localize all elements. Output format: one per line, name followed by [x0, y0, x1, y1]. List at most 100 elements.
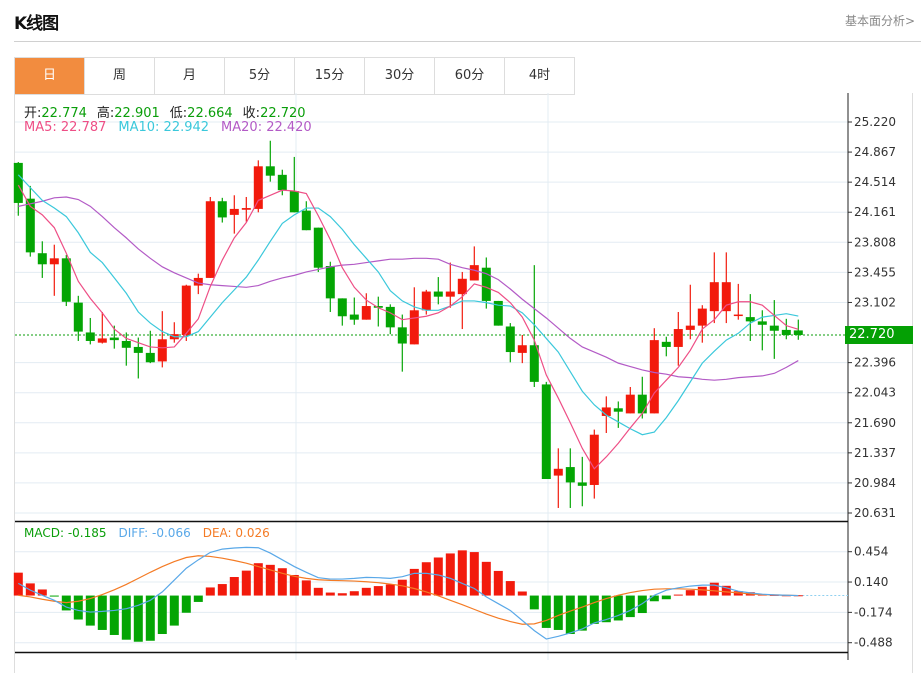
macd-legend: MACD: -0.185: [24, 526, 107, 540]
candle-up: [721, 282, 731, 312]
macd-bar: [673, 594, 683, 596]
candle-up: [241, 208, 251, 210]
tab-day[interactable]: 日: [15, 58, 85, 94]
macd-bar: [157, 595, 167, 635]
candle-down: [397, 327, 407, 344]
macd-bar: [301, 580, 311, 596]
macd-bar: [277, 568, 287, 596]
close-label: 收:: [242, 106, 261, 121]
ma5-legend: MA5: 22.787: [24, 120, 107, 135]
price-tick-label: 21.690: [854, 416, 896, 430]
macd-bar: [217, 584, 227, 596]
candle-down: [577, 482, 587, 486]
tab-4hour[interactable]: 4时: [505, 58, 575, 94]
macd-bar: [13, 572, 23, 596]
macd-bar: [205, 587, 215, 596]
candle-up: [673, 329, 683, 347]
candle-up: [49, 258, 59, 265]
macd-bar: [289, 574, 299, 596]
macd-bar: [565, 595, 575, 635]
macd-bar: [109, 595, 119, 635]
macd-bar: [589, 595, 599, 624]
candle-up: [601, 407, 611, 416]
macd-bar: [121, 595, 131, 640]
low-label: 低:: [169, 106, 188, 121]
candle-down: [25, 198, 35, 253]
macd-info: MACD: -0.185 DIFF: -0.066 DEA: 0.026: [24, 526, 274, 540]
candle-down: [493, 300, 503, 326]
candle-up: [649, 340, 659, 414]
macd-bar: [601, 595, 611, 623]
divider: [14, 41, 921, 42]
candle-down: [349, 314, 359, 320]
price-tick-label: 23.808: [854, 235, 896, 249]
macd-bar: [193, 595, 203, 602]
candle-down: [385, 306, 395, 328]
macd-bar: [421, 562, 431, 596]
candle-down: [265, 166, 275, 176]
macd-bar: [493, 570, 503, 596]
current-price-label: 22.720: [845, 326, 913, 344]
macd-tick-label: -0.174: [854, 605, 893, 619]
candle-down: [13, 162, 23, 203]
candle-down: [637, 394, 647, 414]
candle-down: [61, 258, 71, 302]
tab-15min[interactable]: 15分: [295, 58, 365, 94]
macd-bar: [373, 586, 383, 596]
candle-down: [781, 329, 791, 336]
candle-down: [541, 384, 551, 480]
price-tick-label: 22.396: [854, 356, 896, 370]
price-tick-label: 22.043: [854, 386, 896, 400]
period-tabs: 日 周 月 5分 15分 30分 60分 4时: [14, 57, 575, 95]
candle-up: [553, 468, 563, 476]
macd-bar: [505, 581, 515, 596]
macd-bar: [73, 595, 83, 620]
candle-down: [289, 191, 299, 213]
macd-bar: [709, 582, 719, 596]
tab-60min[interactable]: 60分: [435, 58, 505, 94]
tab-month[interactable]: 月: [155, 58, 225, 94]
candle-up: [697, 308, 707, 326]
candle-up: [517, 345, 527, 353]
candle-up: [469, 265, 479, 281]
candle-up: [97, 338, 107, 343]
price-tick-label: 25.220: [854, 115, 896, 129]
candle-up: [709, 282, 719, 312]
price-tick-label: 21.337: [854, 446, 896, 460]
candle-down: [769, 325, 779, 331]
macd-bar: [145, 595, 155, 641]
ma-info: MA5: 22.787 MA10: 22.942 MA20: 22.420: [24, 120, 316, 135]
macd-bar: [469, 552, 479, 596]
price-tick-label: 23.102: [854, 295, 896, 309]
ma10-legend: MA10: 22.942: [118, 120, 210, 135]
candle-up: [625, 394, 635, 414]
tab-week[interactable]: 周: [85, 58, 155, 94]
macd-bar: [577, 595, 587, 631]
candle-up: [193, 277, 203, 286]
candle-up: [685, 325, 695, 330]
candle-up: [181, 285, 191, 336]
candle-up: [409, 310, 419, 345]
candle-down: [481, 267, 491, 301]
macd-bar: [229, 577, 239, 596]
price-tick-label: 24.867: [854, 145, 896, 159]
high-value: 22.901: [114, 106, 160, 121]
chart-container: [14, 93, 913, 673]
fundamental-analysis-link[interactable]: 基本面分析>: [844, 14, 915, 28]
price-tick-label: 24.161: [854, 205, 896, 219]
candle-down: [529, 345, 539, 382]
candle-down: [217, 201, 227, 218]
macd-tick-label: 0.454: [854, 545, 888, 559]
price-tick-label: 20.631: [854, 506, 896, 520]
price-tick-label: 23.455: [854, 265, 896, 279]
macd-bar: [697, 586, 707, 596]
tab-5min[interactable]: 5分: [225, 58, 295, 94]
tab-30min[interactable]: 30分: [365, 58, 435, 94]
candle-down: [433, 291, 443, 297]
candle-up: [253, 166, 263, 209]
macd-bar: [361, 587, 371, 596]
ma10-line: [17, 174, 799, 436]
candle-down: [73, 302, 83, 332]
macd-bar: [241, 570, 251, 596]
